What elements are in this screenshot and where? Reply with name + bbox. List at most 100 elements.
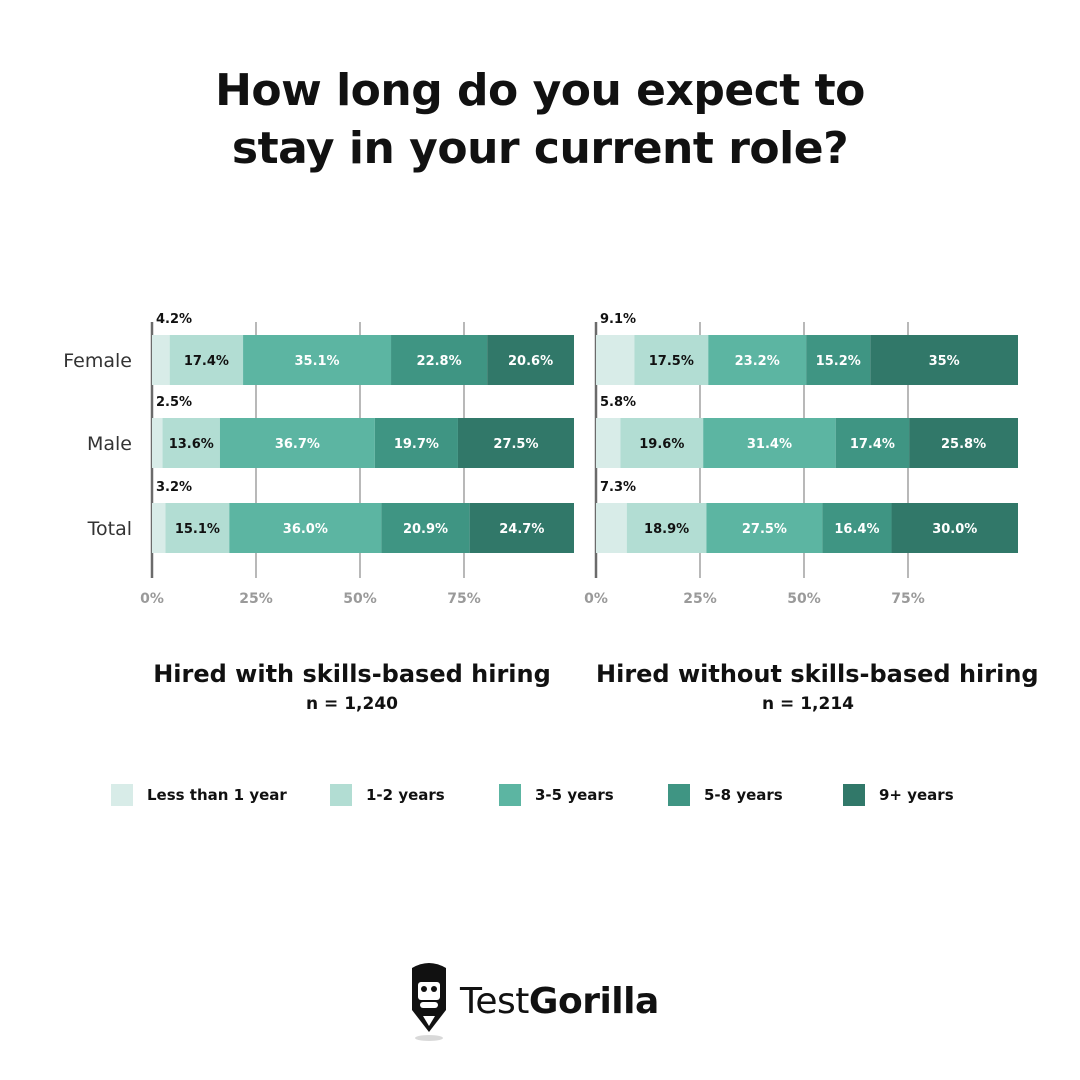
data-label: 22.8%: [417, 354, 462, 369]
legend-swatch: [499, 784, 521, 806]
data-label: 27.5%: [742, 522, 787, 537]
legend-item-5-8-years: 5-8 years: [668, 783, 783, 807]
data-label: 16.4%: [834, 522, 879, 537]
bar-segment: [457, 418, 574, 468]
data-label: 4.2%: [156, 312, 192, 327]
legend-item-9-plus-years: 9+ years: [843, 783, 954, 807]
panel-title-without: Hired without skills-based hiring: [596, 660, 1039, 688]
panel-n-without: n = 1,214: [762, 694, 854, 714]
data-label: 2.5%: [156, 395, 192, 410]
bar-segment: [152, 503, 166, 553]
data-label: 17.4%: [184, 354, 229, 369]
chart-title: How long do you expect to stay in your c…: [0, 62, 1080, 178]
legend-label: Less than 1 year: [147, 786, 287, 804]
data-label: 36.0%: [283, 522, 328, 537]
bar-segment: [870, 335, 1018, 385]
bar-segment: [596, 335, 635, 385]
x-tick-label: 0%: [584, 591, 608, 607]
data-label: 5.8%: [600, 395, 636, 410]
x-tick-label: 50%: [787, 591, 821, 607]
data-label: 30.0%: [932, 522, 977, 537]
bar-segment: [219, 418, 375, 468]
legend-swatch: [843, 784, 865, 806]
data-label: 3.2%: [156, 480, 192, 495]
x-tick-label: 75%: [447, 591, 481, 607]
bar-segment: [626, 503, 707, 553]
bar-segment: [165, 503, 230, 553]
data-label: 35%: [929, 354, 960, 369]
legend-label: 9+ years: [879, 786, 954, 804]
data-label: 20.9%: [403, 522, 448, 537]
legend-swatch: [668, 784, 690, 806]
brand-name: TestGorilla: [460, 981, 659, 1022]
data-label: 35.1%: [294, 354, 339, 369]
legend-item-1-2-years: 1-2 years: [330, 783, 445, 807]
data-label: 25.8%: [941, 437, 986, 452]
data-label: 18.9%: [644, 522, 689, 537]
bar-segment: [708, 335, 807, 385]
legend-swatch: [111, 784, 133, 806]
bar-segment: [703, 418, 836, 468]
legend-label: 5-8 years: [704, 786, 783, 804]
data-label: 19.6%: [639, 437, 684, 452]
bar-segment: [806, 335, 871, 385]
data-label: 13.6%: [169, 437, 214, 452]
legend-item-less-than-1-year: Less than 1 year: [111, 783, 287, 807]
legend-label: 3-5 years: [535, 786, 614, 804]
category-label: Male: [87, 433, 132, 455]
chart-legend: Less than 1 year 1-2 years 3-5 years 5-8…: [0, 783, 1080, 807]
brand-name-bold: Gorilla: [528, 980, 659, 1022]
bar-segment: [891, 503, 1018, 553]
data-label: 9.1%: [600, 312, 636, 327]
data-label: 27.5%: [493, 437, 538, 452]
bar-segment: [634, 335, 709, 385]
data-label: 19.7%: [394, 437, 439, 452]
stacked-bar-chart: 0% 25% 50% 75% 4.2% 17.4% 35.1% 22.8% 20.6% 2.5% 1…: [63, 312, 1018, 607]
bar-segment: [706, 503, 823, 553]
panel-title-with: Hired with skills-based hiring: [153, 660, 551, 688]
bar-segment: [909, 418, 1018, 468]
data-label: 20.6%: [508, 354, 553, 369]
brand-name-light: Test: [460, 980, 529, 1022]
gorilla-icon: [412, 963, 446, 1041]
panel-caption-with: Hired with skills-based hiring n = 1,240: [150, 658, 554, 718]
bar-segment: [596, 503, 627, 553]
x-tick-label: 25%: [683, 591, 717, 607]
category-label: Female: [63, 350, 132, 372]
data-label: 23.2%: [735, 354, 780, 369]
data-label: 31.4%: [747, 437, 792, 452]
panel-n-with: n = 1,240: [306, 694, 398, 714]
data-label: 15.1%: [175, 522, 220, 537]
data-label: 24.7%: [499, 522, 544, 537]
category-label: Total: [87, 518, 132, 540]
legend-label: 1-2 years: [366, 786, 445, 804]
bar-segment: [229, 503, 382, 553]
data-label: 7.3%: [600, 480, 636, 495]
bar-segment: [391, 335, 488, 385]
bar-segment: [169, 335, 244, 385]
x-tick-label: 50%: [343, 591, 377, 607]
bar-segment: [381, 503, 470, 553]
x-tick-label: 25%: [239, 591, 273, 607]
x-tick-label: 0%: [140, 591, 164, 607]
data-label: 36.7%: [275, 437, 320, 452]
bar-segment: [152, 418, 163, 468]
data-label: 17.5%: [649, 354, 694, 369]
data-label: 15.2%: [816, 354, 861, 369]
bar-segment: [162, 418, 220, 468]
legend-item-3-5-years: 3-5 years: [499, 783, 614, 807]
bar-segment: [620, 418, 704, 468]
panel-caption-without: Hired without skills-based hiring n = 1,…: [596, 658, 1039, 718]
testgorilla-logo: TestGorilla: [408, 960, 659, 1042]
data-label: 17.4%: [850, 437, 895, 452]
bar-segment: [152, 335, 170, 385]
bar-segment: [487, 335, 574, 385]
bar-segment: [596, 418, 621, 468]
bar-segment: [822, 503, 892, 553]
bar-segment: [374, 418, 458, 468]
bar-segment: [469, 503, 574, 553]
bar-segment: [835, 418, 910, 468]
chart-title-line-2: stay in your current role?: [231, 123, 849, 174]
x-tick-label: 75%: [891, 591, 925, 607]
legend-swatch: [330, 784, 352, 806]
